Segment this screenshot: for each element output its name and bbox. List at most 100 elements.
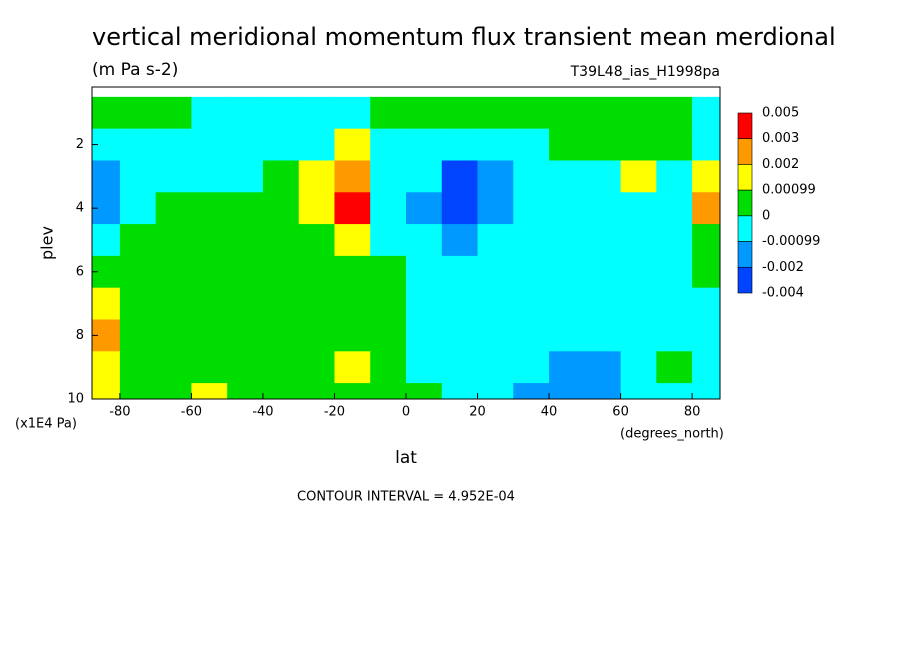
contour-cell — [620, 96, 657, 130]
contour-cell — [155, 128, 192, 161]
contour-cell — [620, 383, 657, 399]
contour-cell — [370, 351, 407, 384]
contour-cell — [370, 319, 407, 352]
contour-cell — [334, 319, 371, 352]
x-tick-label: -40 — [252, 405, 273, 420]
y-tick-label: 2 — [76, 137, 84, 152]
contour-cell — [92, 96, 121, 130]
contour-field — [92, 96, 720, 399]
contour-cell — [620, 224, 657, 257]
contour-cell — [656, 255, 693, 289]
contour-cell — [370, 287, 407, 320]
contour-cell — [119, 96, 157, 130]
contour-cell — [513, 319, 550, 352]
contour-cell — [513, 96, 550, 130]
colorbar-swatch — [737, 241, 753, 268]
contour-cell — [227, 319, 264, 352]
contour-cell — [334, 160, 371, 193]
contour-cell — [298, 224, 335, 257]
x-tick-label: 0 — [402, 405, 410, 420]
x-tick-label: 40 — [541, 405, 558, 420]
contour-cell — [584, 319, 622, 352]
contour-cell — [119, 383, 157, 399]
contour-cell — [155, 192, 192, 225]
contour-cell — [406, 96, 443, 130]
contour-cell — [549, 319, 586, 352]
x-tick-label: 60 — [612, 405, 629, 420]
x-tick-label: -60 — [181, 405, 202, 420]
contour-cell — [334, 96, 371, 130]
contour-cell — [262, 287, 300, 320]
contour-cell — [119, 128, 157, 161]
contour-cell — [334, 287, 371, 320]
contour-cell — [298, 287, 335, 320]
contour-cell — [119, 192, 157, 225]
contour-cell — [477, 192, 514, 225]
contour-cell — [191, 160, 228, 193]
y-tick-label: 4 — [76, 201, 84, 216]
contour-cell — [227, 160, 264, 193]
contour-cell — [334, 351, 371, 384]
contour-cell — [584, 192, 622, 225]
contour-cell — [549, 287, 586, 320]
contour-cell — [334, 255, 371, 289]
contour-cell — [191, 192, 228, 225]
contour-cell — [92, 160, 121, 193]
contour-cell — [370, 383, 407, 399]
contour-cell — [191, 224, 228, 257]
contour-cell — [620, 287, 657, 320]
contour-cell — [370, 128, 407, 161]
contour-cell — [262, 224, 300, 257]
contour-cell — [477, 160, 514, 193]
contour-cell — [513, 160, 550, 193]
contour-cell — [262, 160, 300, 193]
colorbar-label: -0.004 — [762, 286, 804, 301]
contour-cell — [191, 319, 228, 352]
y-axis-label: plev — [38, 226, 57, 260]
y-tick-label: 6 — [76, 264, 84, 279]
y-units: (x1E4 Pa) — [15, 417, 77, 432]
contour-cell — [441, 351, 479, 384]
contour-cell — [513, 128, 550, 161]
contour-cell — [370, 96, 407, 130]
contour-cell — [406, 160, 443, 193]
contour-cell — [262, 128, 300, 161]
contour-cell — [477, 96, 514, 130]
colorbar-label: 0.002 — [762, 157, 799, 172]
contour-cell — [692, 287, 720, 320]
contour-cell — [155, 383, 192, 399]
dataset-label: T39L48_ias_H1998pa — [570, 64, 720, 80]
contour-cell — [191, 383, 228, 399]
contour-cell — [334, 128, 371, 161]
contour-cell — [191, 128, 228, 161]
contour-cell — [298, 383, 335, 399]
contour-cell — [620, 255, 657, 289]
contour-cell — [406, 287, 443, 320]
contour-cell — [441, 255, 479, 289]
contour-cell — [262, 255, 300, 289]
contour-cell — [370, 255, 407, 289]
subtitle: (m Pa s-2) — [92, 60, 178, 80]
contour-cell — [119, 351, 157, 384]
contour-cell — [477, 319, 514, 352]
colorbar-swatch — [737, 138, 753, 165]
contour-cell — [298, 319, 335, 352]
contour-cell — [620, 319, 657, 352]
contour-cell — [155, 96, 192, 130]
contour-cell — [334, 192, 371, 225]
contour-cell — [191, 255, 228, 289]
contour-cell — [92, 319, 121, 352]
contour-cell — [692, 96, 720, 130]
contour-cell — [656, 160, 693, 193]
contour-cell — [692, 255, 720, 289]
contour-cell — [92, 192, 121, 225]
contour-cell — [656, 128, 693, 161]
contour-cell — [513, 224, 550, 257]
contour-cell — [477, 287, 514, 320]
contour-cell — [191, 351, 228, 384]
contour-cell — [620, 192, 657, 225]
contour-cell — [549, 383, 586, 399]
contour-cell — [513, 383, 550, 399]
contour-cell — [119, 287, 157, 320]
contour-cell — [227, 224, 264, 257]
